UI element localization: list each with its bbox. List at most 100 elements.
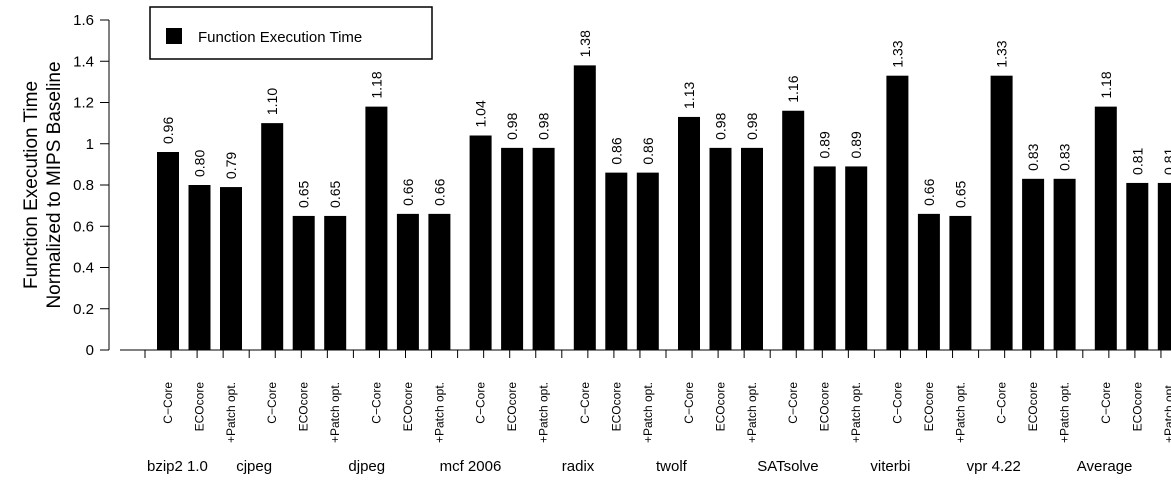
group-label: mcf 2006 bbox=[440, 458, 502, 475]
bar-category-label: C−Core bbox=[578, 382, 592, 424]
y-axis: 0 0.2 0.4 0.6 0.8 1 1.2 1.4 1.6 bbox=[73, 12, 110, 359]
bar bbox=[605, 172, 628, 350]
bar-value-label: 1.38 bbox=[577, 30, 593, 57]
y-axis-label-line-2: Normalized to MIPS Baseline bbox=[44, 61, 65, 308]
group-label: Average bbox=[1077, 458, 1133, 475]
bar bbox=[532, 147, 555, 350]
y-axis-label: Function Execution Time Normalized to MI… bbox=[21, 61, 65, 308]
legend-swatch bbox=[166, 28, 182, 44]
bar bbox=[949, 215, 972, 350]
bar-category-label: C−Core bbox=[161, 382, 175, 424]
bar-category-label: ECOcore bbox=[922, 382, 936, 432]
bar-value-label: 0.89 bbox=[848, 131, 864, 158]
bar-category-label: ECOcore bbox=[401, 382, 415, 432]
bar bbox=[741, 147, 763, 350]
bar bbox=[220, 187, 242, 350]
bar-category-label: C−Core bbox=[890, 382, 904, 424]
bar-value-label: 0.89 bbox=[817, 131, 833, 158]
bar-category-label: ECOcore bbox=[609, 382, 623, 432]
bar-category-label: ECOcore bbox=[297, 382, 311, 432]
bar bbox=[845, 166, 868, 350]
y-tick-label: 0.6 bbox=[73, 218, 94, 235]
bar-value-label: 0.66 bbox=[400, 178, 416, 205]
bar-value-label: 0.65 bbox=[327, 180, 343, 207]
bar bbox=[709, 147, 732, 350]
bar-value-label: 0.65 bbox=[296, 180, 312, 207]
bar-category-label: +Patch opt. bbox=[537, 382, 551, 443]
bar-category-label: C−Core bbox=[786, 382, 800, 424]
bar bbox=[990, 75, 1013, 350]
bar bbox=[1053, 178, 1076, 350]
bar-category-label: +Patch opt. bbox=[745, 382, 759, 443]
bar bbox=[396, 213, 419, 350]
bar bbox=[365, 106, 388, 350]
bar bbox=[813, 166, 836, 350]
bar-category-label: ECOcore bbox=[505, 382, 519, 432]
y-tick-label: 1.4 bbox=[73, 53, 94, 70]
bar-value-label: 0.79 bbox=[223, 152, 239, 179]
bar-value-label: 1.04 bbox=[473, 100, 489, 127]
bar-value-label: 1.18 bbox=[1098, 71, 1114, 98]
bar-category-label: +Patch opt. bbox=[432, 382, 446, 443]
bar bbox=[1157, 182, 1171, 350]
bar bbox=[678, 116, 700, 350]
bar-category-label: C−Core bbox=[369, 382, 383, 424]
bar bbox=[324, 215, 347, 350]
group-label: twolf bbox=[656, 458, 688, 475]
bar-value-label: 0.66 bbox=[921, 178, 937, 205]
bar bbox=[188, 185, 211, 350]
bar-value-label: 1.10 bbox=[264, 88, 280, 115]
bar-category-label: ECOcore bbox=[1130, 382, 1144, 432]
bar-value-label: 0.83 bbox=[1057, 143, 1073, 170]
legend: Function Execution Time bbox=[149, 6, 433, 60]
bar bbox=[292, 215, 315, 350]
bar bbox=[917, 213, 940, 350]
bar-value-label: 0.81 bbox=[1129, 147, 1145, 174]
bar-category-label: +Patch opt. bbox=[849, 382, 863, 443]
group-label: radix bbox=[562, 458, 595, 475]
bar-category-label: +Patch opt. bbox=[641, 382, 655, 443]
bar-value-label: 1.18 bbox=[368, 71, 384, 98]
y-tick-label: 1.6 bbox=[73, 12, 94, 29]
bar-value-label: 1.16 bbox=[785, 75, 801, 102]
bar-category-label: C−Core bbox=[995, 382, 1009, 424]
x-axis: C−Core ECOcore +Patch opt. bzip2 1.0 C−Core E… bbox=[120, 349, 1171, 475]
y-tick-label: 0.2 bbox=[73, 301, 94, 318]
y-tick-label: 1 bbox=[86, 136, 94, 153]
bar bbox=[428, 213, 451, 350]
group-label: bzip2 1.0 bbox=[147, 458, 208, 475]
bar bbox=[573, 65, 596, 350]
bar bbox=[886, 75, 909, 350]
bar-value-label: 0.98 bbox=[504, 112, 520, 139]
group-label: viterbi bbox=[870, 458, 910, 475]
bar-category-label: +Patch opt. bbox=[953, 382, 967, 443]
bar bbox=[1022, 178, 1045, 350]
group-label: cjpeg bbox=[236, 458, 272, 475]
bar bbox=[1094, 106, 1117, 350]
bar-value-label: 0.65 bbox=[952, 180, 968, 207]
bar-value-label: 0.96 bbox=[160, 117, 176, 144]
bar-category-label: +Patch opt. bbox=[1058, 382, 1072, 443]
bar-value-label: 0.98 bbox=[744, 112, 760, 139]
bar-category-label: C−Core bbox=[474, 382, 488, 424]
bar bbox=[469, 135, 492, 350]
legend-box bbox=[149, 6, 433, 60]
bar-category-label: ECOcore bbox=[818, 382, 832, 432]
bar-value-label: 0.86 bbox=[608, 137, 624, 164]
bar-value-label: 0.83 bbox=[1025, 143, 1041, 170]
bar bbox=[782, 110, 805, 350]
bar-category-label: +Patch opt. bbox=[328, 382, 342, 443]
bar-value-label: 0.98 bbox=[536, 112, 552, 139]
bar-value-label: 1.13 bbox=[681, 81, 697, 108]
y-tick-label: 0.8 bbox=[73, 177, 94, 194]
bar-value-label: 0.86 bbox=[640, 137, 656, 164]
bar-category-label: ECOcore bbox=[193, 382, 207, 432]
bar-category-label: C−Core bbox=[682, 382, 696, 424]
bar-category-label: C−Core bbox=[265, 382, 279, 424]
bar-value-label: 0.80 bbox=[192, 150, 208, 177]
y-axis-label-line-1: Function Execution Time bbox=[21, 81, 42, 289]
bar-value-label: 1.33 bbox=[889, 40, 905, 67]
bar bbox=[157, 152, 179, 350]
bar-value-label: 0.98 bbox=[713, 112, 729, 139]
